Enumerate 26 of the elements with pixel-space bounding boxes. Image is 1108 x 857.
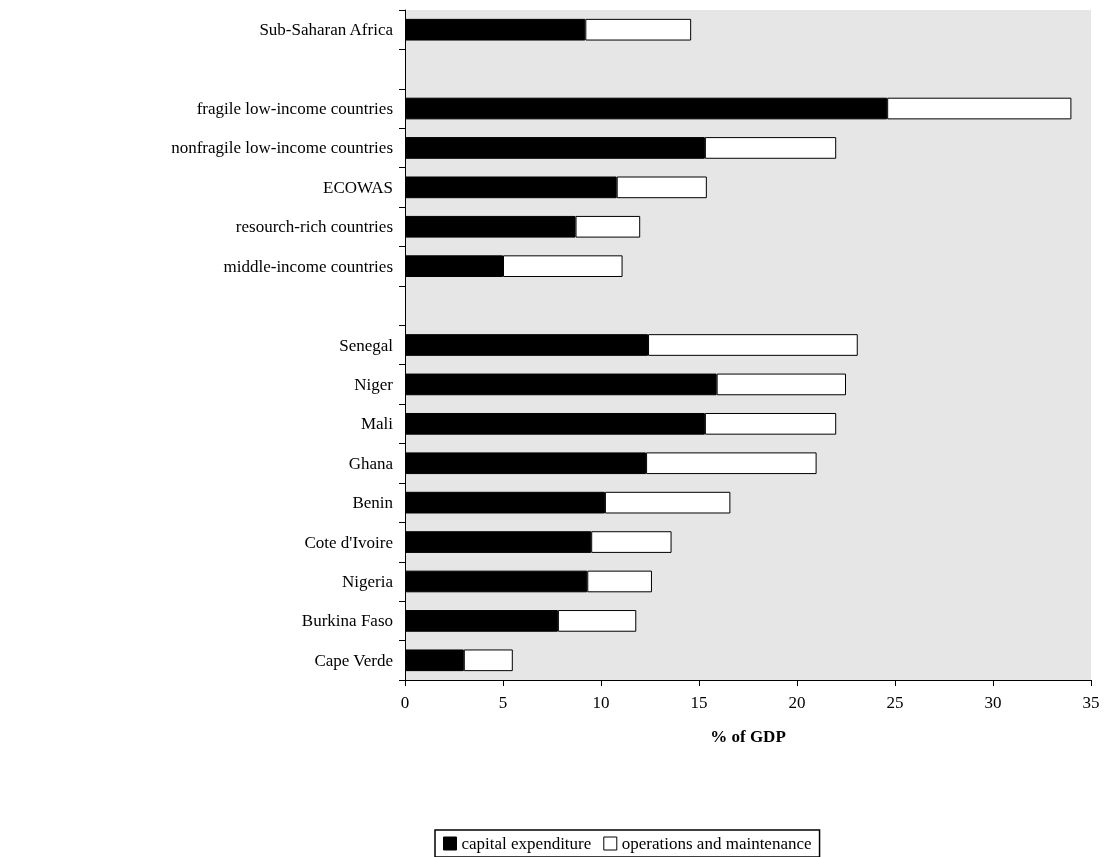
legend-label: operations and maintenance [621, 834, 812, 853]
y-tick-label: Senegal [339, 335, 394, 355]
y-tick-label: resourch-rich countries [235, 217, 393, 237]
x-tick-label: 20 [788, 693, 806, 712]
y-tick-label: middle-income countries [223, 256, 393, 276]
y-tick-label: fragile low-income countries [196, 99, 393, 119]
x-tick-label: 25 [886, 693, 904, 712]
y-tick-label: ECOWAS [323, 177, 393, 197]
y-tick-label: Niger [354, 374, 394, 394]
y-tick-label: Ghana [348, 453, 394, 473]
y-tick-label: Mali [360, 414, 394, 434]
x-tick-label: 5 [498, 693, 508, 712]
y-tick-label: Sub-Saharan Africa [259, 20, 394, 40]
x-tick-label: 30 [984, 693, 1002, 712]
legend-label: capital expenditure [461, 834, 592, 853]
x-tick-label: 10 [592, 693, 610, 712]
y-tick-label: Burkina Faso [301, 611, 393, 631]
x-axis-title: % of GDP [710, 727, 786, 746]
x-tick-label: 0 [400, 693, 410, 712]
y-tick-label: Nigeria [342, 571, 394, 591]
y-tick-label: Cape Verde [314, 650, 393, 670]
y-tick-label: Cote d'Ivoire [304, 532, 393, 552]
y-tick-label: nonfragile low-income countries [171, 138, 393, 158]
x-tick-label: 35 [1082, 693, 1100, 712]
x-tick-label: 15 [690, 693, 708, 712]
y-tick-label: Benin [352, 493, 394, 513]
